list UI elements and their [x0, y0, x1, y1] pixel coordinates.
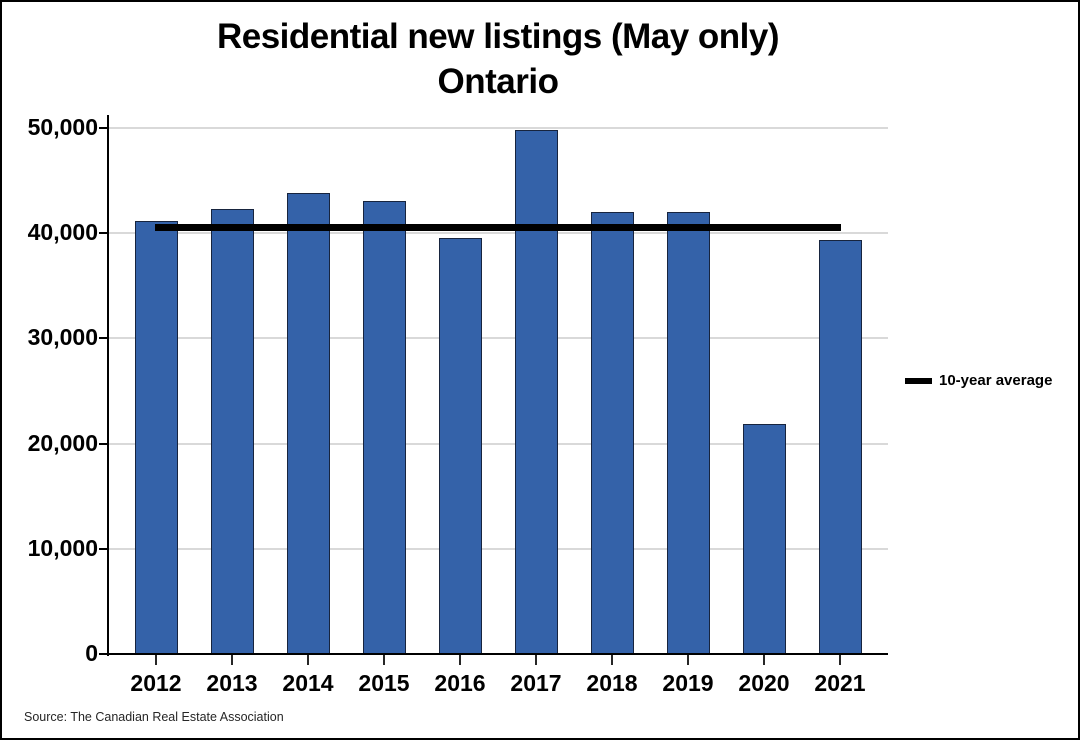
source-note: Source: The Canadian Real Estate Associa… — [24, 710, 284, 724]
x-axis-tick — [459, 655, 461, 665]
y-axis-tick — [99, 653, 107, 655]
x-tick-label-2021: 2021 — [814, 670, 866, 696]
x-tick-label-2015: 2015 — [358, 670, 410, 696]
y-axis-line — [107, 115, 109, 656]
gridline — [108, 127, 888, 129]
average-line-legend-swatch — [905, 377, 932, 384]
bar-2015 — [362, 200, 406, 654]
x-tick-label-2016: 2016 — [434, 670, 486, 696]
y-axis-tick — [99, 127, 107, 129]
x-tick-label-2020: 2020 — [738, 670, 790, 696]
x-tick-label-2018: 2018 — [586, 670, 638, 696]
y-tick-label: 40,000 — [27, 219, 98, 246]
x-tick-label-2017: 2017 — [510, 670, 562, 696]
x-axis-tick — [763, 655, 765, 665]
gridline — [108, 232, 888, 235]
gridline — [108, 337, 888, 340]
chart-title: Residential new listings (May only) Onta… — [108, 14, 888, 104]
x-tick-label-2019: 2019 — [662, 670, 714, 696]
y-axis-tick — [99, 337, 107, 340]
bar-2014 — [286, 193, 330, 654]
bar-2012 — [134, 220, 178, 654]
x-axis-tick — [535, 655, 537, 665]
chart-title-line1: Residential new listings (May only) — [216, 17, 780, 56]
gridline — [108, 442, 888, 445]
x-axis-tick — [687, 655, 689, 665]
legend-label: 10-year average — [939, 372, 1053, 389]
y-tick-label: 0 — [85, 640, 98, 666]
y-tick-label: 10,000 — [27, 534, 98, 561]
bar-2020 — [742, 423, 786, 654]
y-tick-label: 30,000 — [27, 324, 98, 351]
bar-2019 — [666, 212, 710, 654]
x-axis-tick — [231, 655, 233, 665]
x-axis-line — [108, 653, 888, 655]
bar-2017 — [514, 130, 558, 654]
y-tick-label: 50,000 — [27, 114, 98, 140]
y-axis-tick — [99, 442, 107, 445]
x-axis-tick — [839, 655, 841, 665]
legend: 10-year average — [905, 372, 1052, 389]
x-axis-tick — [611, 655, 613, 665]
x-axis-tick — [155, 655, 157, 665]
gridline — [108, 547, 888, 550]
bar-2018 — [590, 212, 634, 654]
y-axis-tick — [99, 547, 107, 550]
chart-title-line2: Ontario — [437, 62, 559, 101]
x-axis-tick — [307, 655, 309, 665]
y-axis-tick — [99, 232, 107, 235]
bar-2013 — [210, 209, 254, 654]
ten-year-average-line — [155, 224, 841, 232]
x-axis-tick — [383, 655, 385, 665]
bar-2021 — [818, 239, 862, 654]
bar-2016 — [438, 238, 482, 654]
x-tick-label-2012: 2012 — [130, 670, 182, 696]
y-tick-label: 20,000 — [27, 429, 98, 456]
x-tick-label-2013: 2013 — [206, 670, 258, 696]
x-tick-label-2014: 2014 — [282, 670, 334, 696]
